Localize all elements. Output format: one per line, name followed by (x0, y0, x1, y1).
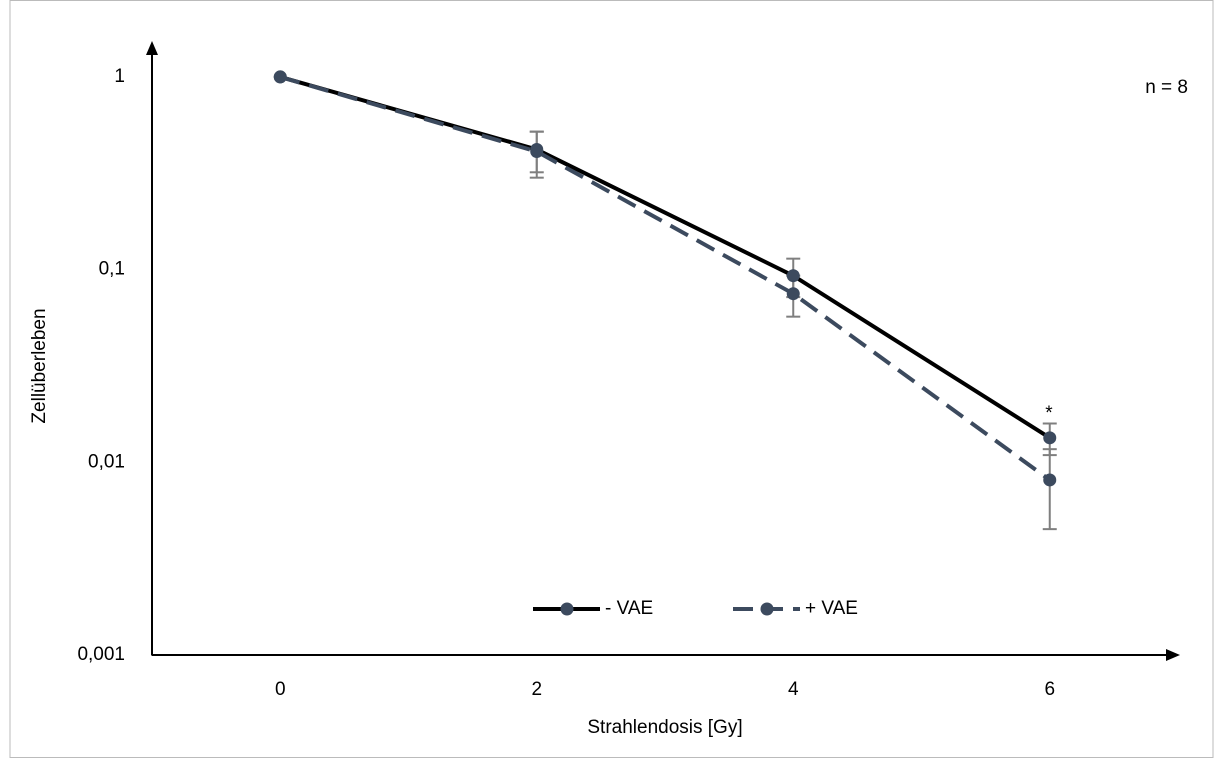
y-axis-arrow (146, 41, 158, 55)
y-axis-title: Zellüberleben (29, 308, 50, 423)
marker (1043, 473, 1057, 487)
x-tick-label: 6 (1044, 679, 1055, 700)
y-tick-label: 0,01 (88, 451, 125, 472)
y-tick-label: 0,1 (99, 259, 125, 280)
line (279, 75, 1051, 440)
marker (1043, 431, 1057, 445)
legend-label: + VAE (805, 598, 858, 619)
x-tick-label: 2 (531, 679, 542, 700)
marker (786, 269, 800, 283)
legend-marker (560, 602, 574, 616)
x-tick-label: 0 (275, 679, 286, 700)
annotation: n = 8 (1145, 77, 1188, 98)
annotation: * (1045, 403, 1053, 424)
y-tick-label: 0,001 (77, 644, 125, 665)
line (279, 75, 1051, 482)
frame (9, 0, 1214, 758)
x-tick-label: 4 (788, 679, 799, 700)
legend-label: - VAE (605, 598, 653, 619)
x-axis-title: Strahlendosis [Gy] (587, 717, 742, 738)
x-axis-arrow (1166, 649, 1180, 661)
marker (530, 145, 544, 159)
legend-marker (760, 602, 774, 616)
y-tick-label: 1 (114, 66, 125, 87)
marker (786, 287, 800, 301)
marker (273, 70, 287, 84)
